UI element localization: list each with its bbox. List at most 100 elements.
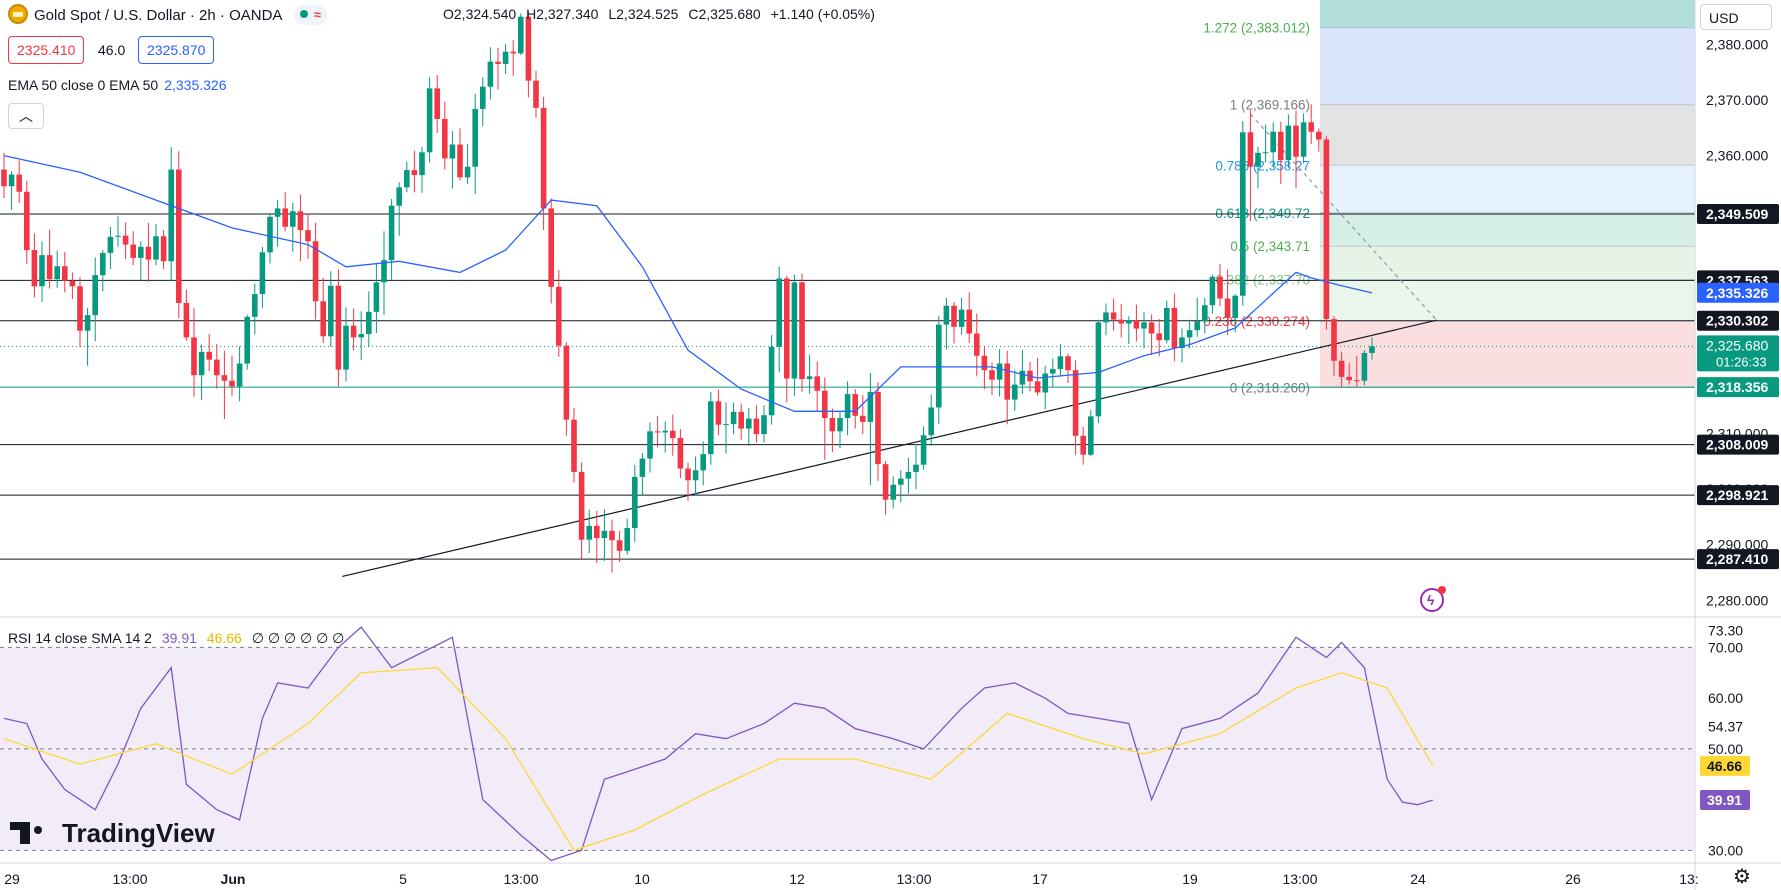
candle-body <box>829 418 836 432</box>
fib-zone <box>1320 212 1695 247</box>
candle-body <box>1050 369 1056 374</box>
candle-body <box>989 370 995 380</box>
candle-body <box>312 241 319 302</box>
candle-body <box>1012 384 1018 400</box>
candle-body <box>297 211 304 231</box>
candle-body <box>130 244 136 258</box>
rsi-legend-value: 39.91 <box>161 630 197 646</box>
time-axis-tick: 17 <box>1032 871 1048 887</box>
ema-legend[interactable]: EMA 50 close 0 EMA 50 2,335.326 <box>8 77 227 93</box>
high-value: H2,327.340 <box>526 6 599 22</box>
candle-body <box>692 470 699 481</box>
candle-body <box>920 435 927 465</box>
buy-price-button[interactable]: 2325.870 <box>138 36 215 64</box>
candle-body <box>890 484 896 500</box>
time-axis-tick: 12 <box>789 871 805 887</box>
candle-body <box>39 255 45 287</box>
candle-body <box>16 174 22 192</box>
spread-value: 46.0 <box>92 40 132 60</box>
fib-zone <box>1320 104 1695 166</box>
candle-body <box>1369 346 1375 353</box>
rsi-line <box>3 626 1433 862</box>
candle-body <box>578 471 585 540</box>
candle-body <box>1293 125 1299 157</box>
candle-body <box>875 391 881 465</box>
candle-body <box>533 80 539 108</box>
candle-body <box>138 246 144 258</box>
candle-body <box>1171 307 1178 348</box>
lightning-icon[interactable]: ϟ <box>1420 586 1446 612</box>
candle-body <box>1004 363 1010 400</box>
candle-body <box>715 401 722 425</box>
fib-zone <box>1320 320 1695 388</box>
level-price-label: 2,308.009 <box>1706 437 1768 453</box>
time-axis-tick: 13:00 <box>112 871 147 887</box>
fib-zone <box>1320 279 1695 321</box>
ohlc-readout: O2,324.540 H2,327.340 L2,324.525 C2,325.… <box>443 6 881 22</box>
candle-body <box>358 334 364 338</box>
countdown-label: 01:26:33 <box>1716 354 1767 369</box>
candle-body <box>1331 319 1337 361</box>
sell-price-button[interactable]: 2325.410 <box>8 36 85 64</box>
candle-body <box>449 144 456 159</box>
rsi-sma-line <box>3 667 1434 852</box>
candle-body <box>442 118 448 159</box>
rsi-legend[interactable]: RSI 14 close SMA 14 2 39.91 46.66 ∅ ∅ ∅ … <box>8 630 344 647</box>
candle-body <box>1316 131 1322 140</box>
candle-body <box>708 401 714 455</box>
candle-body <box>556 286 562 346</box>
candle-body <box>723 424 729 426</box>
rsi-axis-label-bg <box>1700 790 1750 811</box>
candle-body <box>366 311 372 335</box>
collapse-legend-button[interactable]: ︿ <box>8 103 44 129</box>
candle-body <box>685 468 691 481</box>
tradingview-logo[interactable]: TradingView <box>10 818 215 849</box>
time-axis-tick: 13:00 <box>503 871 538 887</box>
last-price-label: 2,325.680 <box>1706 337 1768 353</box>
market-status-pill[interactable]: ≈ <box>293 5 327 25</box>
currency-selector[interactable]: USD <box>1700 4 1772 30</box>
level-price-label: 2,330.302 <box>1706 313 1768 329</box>
candle-body <box>571 419 577 472</box>
gear-icon[interactable]: ⚙ <box>1733 866 1751 888</box>
candle-body <box>928 407 934 436</box>
candle-body <box>518 16 524 54</box>
candle-body <box>738 411 744 429</box>
candle-body <box>1278 131 1284 161</box>
candle-body <box>259 252 266 295</box>
fib-zone-top <box>1320 0 1695 28</box>
level-price-label-bg <box>1697 310 1779 331</box>
candle-body <box>1209 276 1216 306</box>
candle-body <box>958 309 965 327</box>
price-axis-tick: 2,370.000 <box>1706 92 1768 108</box>
trendline <box>342 319 1437 578</box>
candle-body <box>1323 139 1330 320</box>
candle-body <box>487 61 494 87</box>
candle-body <box>46 255 53 280</box>
ema-legend-label: EMA 50 close 0 EMA 50 <box>8 77 159 93</box>
fib-level-label: 0.618 (2,349.72 <box>1215 206 1310 221</box>
symbol-title[interactable]: Gold Spot / U.S. Dollar · 2h · OANDA ≈ <box>8 4 327 25</box>
candle-body <box>806 376 813 380</box>
level-price-label: 2,318.356 <box>1706 379 1768 395</box>
level-price-label-bg <box>1697 203 1779 224</box>
candle-body <box>183 302 190 338</box>
level-price-label: 2,287.410 <box>1706 551 1768 567</box>
candle-body <box>867 391 874 422</box>
candle-body <box>616 540 623 551</box>
candle-body <box>153 236 159 260</box>
candle-body <box>267 216 273 253</box>
time-axis-tick: Jun <box>221 871 246 887</box>
candle-body <box>502 51 509 64</box>
trendline <box>1249 113 1438 321</box>
candle-body <box>419 152 425 176</box>
candle-body <box>730 411 737 425</box>
gold-coin-icon <box>8 4 28 24</box>
candle-body <box>328 285 334 337</box>
candle-body <box>1042 373 1048 393</box>
candle-body <box>92 275 98 316</box>
close-value: C2,325.680 <box>688 6 761 22</box>
candle-body <box>1126 320 1132 324</box>
candle-body <box>936 324 942 408</box>
